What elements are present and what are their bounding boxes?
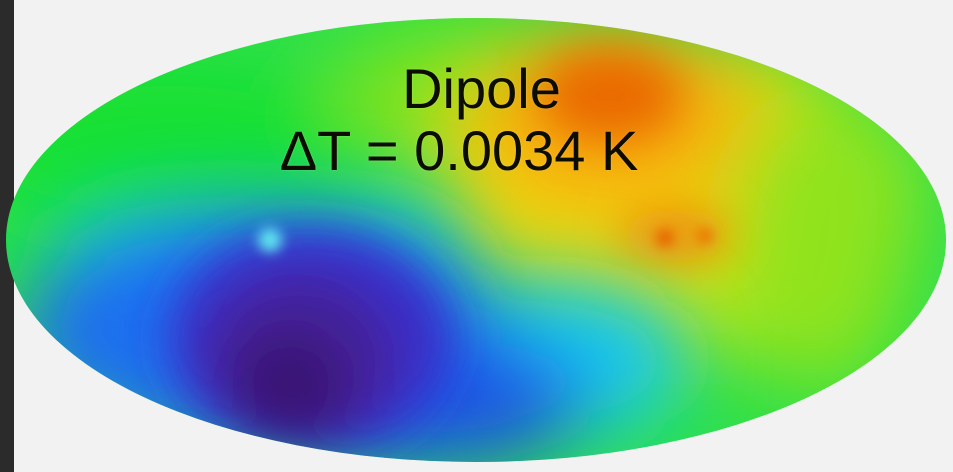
map-title: Dipole: [402, 57, 561, 120]
map-annotation: Dipole ΔT = 0.0034 K: [0, 58, 953, 182]
temperature-difference-label: ΔT = 0.0034 K: [279, 119, 639, 182]
